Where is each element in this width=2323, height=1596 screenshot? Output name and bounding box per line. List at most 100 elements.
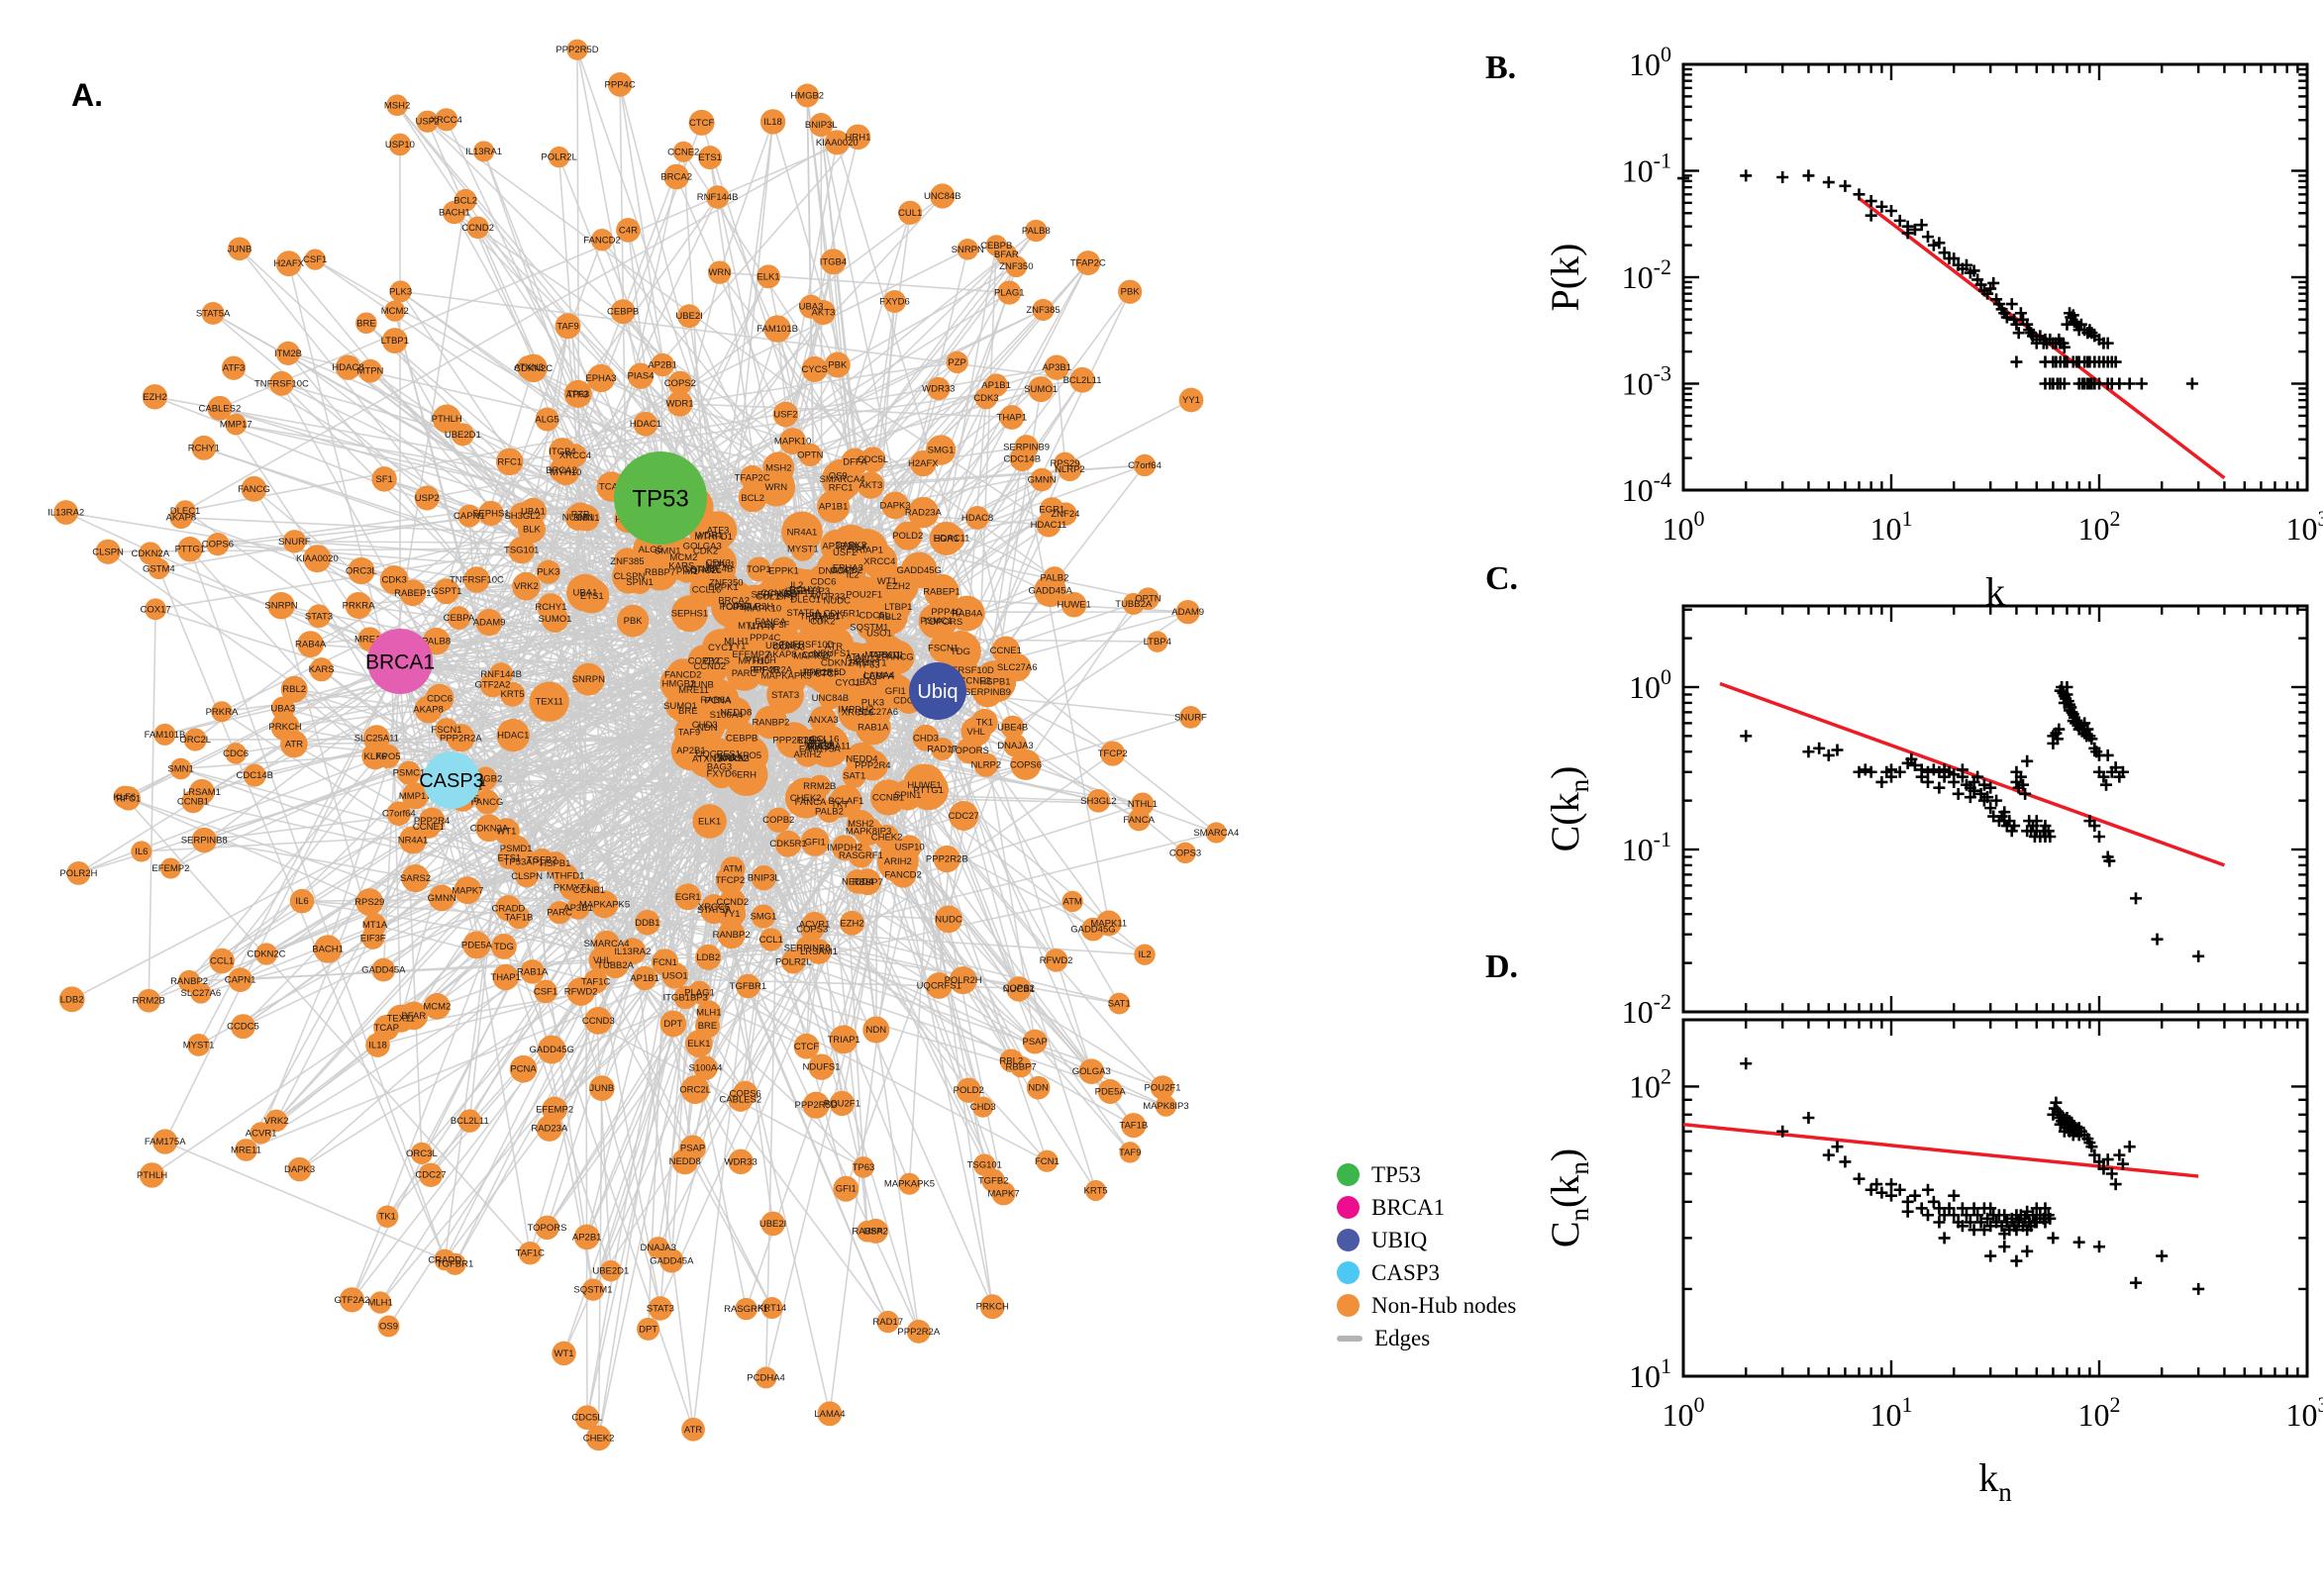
network-edge [427, 121, 1056, 579]
network-edge [764, 794, 909, 1378]
data-point [1853, 1172, 1866, 1185]
fit-line [1682, 1122, 2199, 1178]
data-point [1893, 1183, 1906, 1196]
network-edge [571, 886, 1163, 1089]
network-edge [128, 797, 370, 903]
tick-label: 100 [1629, 42, 1671, 82]
axis-ticks [1681, 1020, 2309, 1378]
legend-label: Non-Hub nodes [1371, 1293, 1517, 1318]
network-edge [619, 84, 762, 628]
network-edge [561, 249, 968, 452]
legend-label: CASP3 [1371, 1260, 1441, 1285]
data-point [1998, 1241, 2011, 1253]
data-point [2050, 1096, 2063, 1109]
network-edge [164, 1141, 455, 1265]
data-point [2123, 377, 2136, 390]
data-point [1901, 1205, 1914, 1218]
axis-label: C(kn) [1543, 766, 1594, 852]
network-edge [428, 375, 642, 828]
network-edge [189, 549, 447, 1260]
network-edge [886, 763, 1027, 839]
data-point [1740, 1057, 1753, 1070]
data-point [2093, 1241, 2105, 1253]
network-edge [548, 701, 661, 1309]
data-point [2010, 1254, 2023, 1267]
data-point [2129, 892, 2142, 905]
data-point [1802, 746, 1815, 758]
axis-label: kn [1978, 1455, 2012, 1507]
tick-label: 102 [2078, 1392, 2121, 1433]
data-point [1839, 179, 1852, 192]
network-edge [605, 943, 889, 1323]
fit-line [1858, 197, 2226, 480]
tick-label: 102 [1629, 1063, 1671, 1104]
tick-label: 101 [1870, 1392, 1913, 1433]
network-edge [459, 196, 719, 739]
data-point [1921, 231, 1934, 244]
network-edge [692, 646, 785, 1430]
data-point [1927, 763, 1940, 776]
data-point [1921, 1209, 1934, 1222]
network-edge [829, 794, 909, 1414]
data-point [2192, 949, 2205, 962]
network-edge [1021, 458, 1110, 924]
data-points [1740, 1057, 2205, 1295]
plot-frame [1681, 62, 2309, 492]
network-edge [486, 517, 588, 803]
legend-label: BRCA1 [1371, 1195, 1446, 1220]
network-edge [426, 121, 576, 456]
data-point [2101, 748, 2114, 761]
network-edge [698, 752, 1114, 1045]
legend-item-edges: Edges [1337, 1322, 1516, 1354]
network-edge [691, 230, 1037, 508]
network-edge [124, 796, 531, 1254]
network-edge [665, 275, 769, 490]
data-point [2156, 1249, 2169, 1262]
data-point [2010, 355, 2023, 368]
network-edge [576, 49, 785, 647]
tick-label: 102 [2078, 506, 2121, 547]
data-point [1839, 1155, 1852, 1168]
node-marker-icon [1337, 1261, 1360, 1284]
network-edge [454, 211, 830, 598]
tick-label: 100 [1663, 506, 1705, 547]
tick-label: 100 [1629, 664, 1671, 705]
legend-item-brca1: BRCA1 [1337, 1191, 1516, 1224]
data-point [1915, 1202, 1928, 1215]
network-edge [597, 1088, 603, 1439]
tick-label: 10-2 [1622, 254, 1671, 295]
data-point [1853, 188, 1866, 201]
network-edge [280, 604, 679, 685]
data-point [2012, 327, 2025, 340]
network-edge [937, 690, 1097, 1191]
tick-label: 100 [1663, 1392, 1705, 1433]
data-point [1952, 787, 1965, 800]
network-edge [236, 423, 661, 499]
node-marker-icon [1337, 1294, 1360, 1317]
network-edge [239, 248, 734, 870]
network-edge [793, 900, 1073, 963]
tick-label: 103 [2286, 506, 2323, 547]
network-edge [280, 605, 374, 939]
data-point [2100, 778, 2113, 791]
tick-label: 101 [1870, 506, 1913, 547]
network-edge [451, 779, 532, 1253]
network-edge [221, 711, 708, 1027]
data-point [2019, 787, 2032, 800]
network-edge [236, 682, 679, 754]
data-point [2135, 377, 2148, 390]
network-edge [71, 637, 766, 1001]
network-edge [845, 727, 1014, 1190]
legend-item-ubiq: UBIQ [1337, 1224, 1516, 1256]
network-edge [664, 961, 1048, 1162]
network-edge [400, 290, 1083, 381]
data-point [1740, 169, 1753, 182]
data-point [2129, 1276, 2142, 1289]
network-edge [937, 690, 1020, 990]
network-edge [154, 396, 667, 491]
legend-item-tp53: TP53 [1337, 1158, 1516, 1191]
axis-label: Cn(kn) [1543, 1148, 1594, 1247]
